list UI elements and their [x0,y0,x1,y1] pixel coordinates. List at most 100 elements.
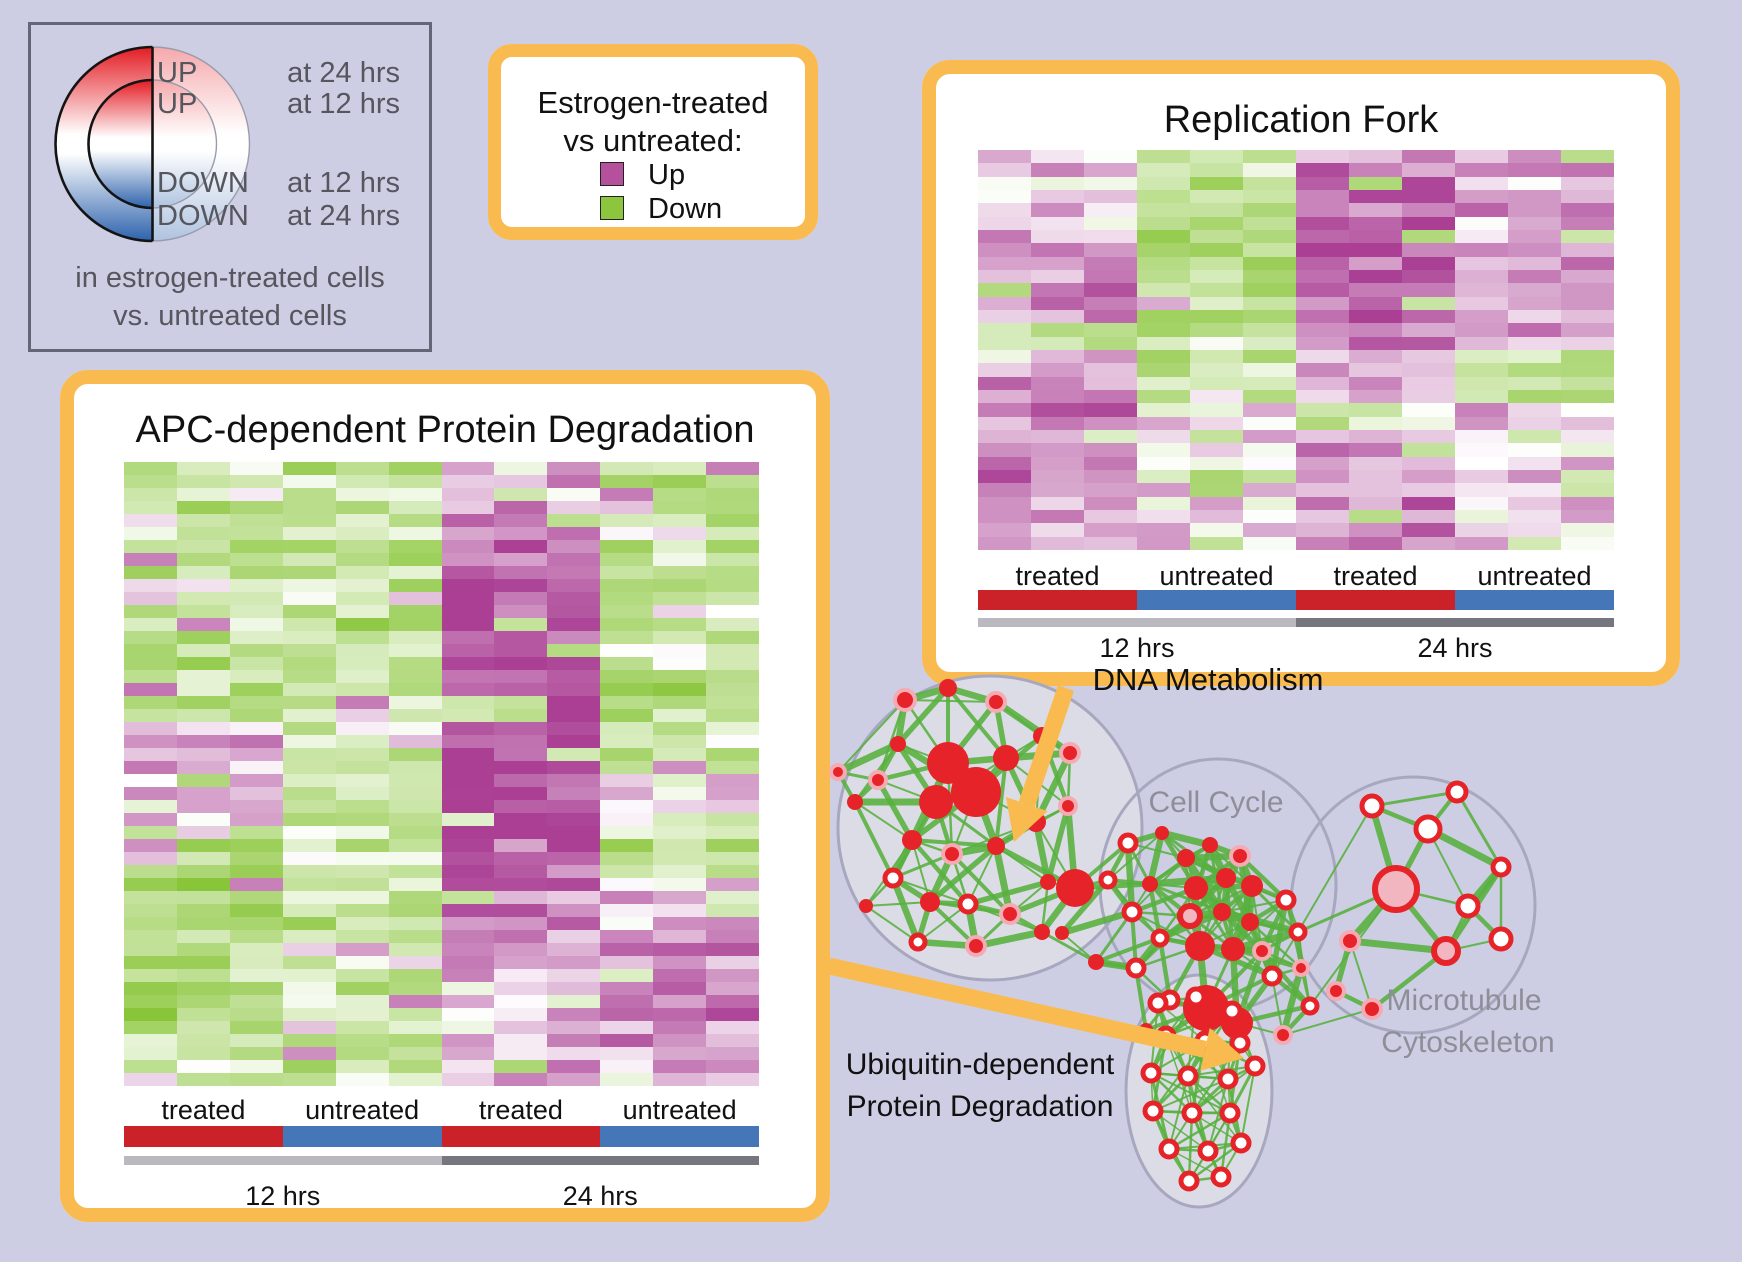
heatmap-cell [1349,216,1402,230]
heatmap-cell [1402,523,1455,537]
ring-legend-footer: vs. untreated cells [113,300,347,332]
heatmap-row [978,483,1614,497]
heatmap-cell [282,813,336,826]
heatmap-cell [547,696,601,709]
heatmap-cell [600,1047,654,1060]
heatmap-cell [1508,323,1561,337]
heatmap-cell [653,605,707,618]
heatmap-row [124,865,760,878]
heatmap-cell [653,1073,707,1086]
heatmap-cell [388,800,442,813]
heatmap-cell [600,514,654,527]
heatmap-cell [282,930,336,943]
heatmap-cell [706,969,760,982]
heatmap-cell [1243,389,1296,404]
heatmap-cell [600,462,654,475]
heatmap-cell [1243,416,1296,430]
heatmap-cell [706,501,760,514]
heatmap-cell [1243,509,1296,524]
heatmap-row [124,605,760,618]
heatmap-cell [1349,189,1402,204]
heatmap-cell [124,982,177,995]
heatmap-cell [1243,483,1296,497]
heatmap-cell [176,579,230,592]
heatmap-cell [1031,509,1084,524]
heatmap-cell [1455,203,1508,217]
heatmap-cell [1243,363,1296,377]
heatmap-cell [653,813,707,826]
heatmap-cell [388,813,442,826]
heatmap-cell [494,774,548,787]
heatmap-cell [176,774,230,787]
heatmap-cell [1084,176,1137,190]
heatmap-cell [653,800,707,813]
heatmap-cell [1455,336,1508,350]
heatmap-cell [441,1073,495,1086]
heatmap-cell [600,735,654,748]
heatmap-cell [706,995,760,1008]
heatmap-cell [441,995,495,1008]
heatmap-cell [978,403,1031,417]
updown-ring-legend: UP at 24 hrs UP at 12 hrs DOWN at 12 hrs… [28,22,432,352]
heatmap-cell [124,1008,177,1021]
heatmap-cell [1296,150,1349,164]
heatmap-row [124,1073,760,1086]
heatmap-cell [547,878,601,891]
heatmap-cell [282,631,336,644]
heatmap-cell [335,605,389,618]
heatmap-cell [388,878,442,891]
heatmap-cell [229,540,283,553]
heatmap-row [978,256,1614,270]
heatmap-cell [388,904,442,917]
heatmap-cell [176,982,230,995]
heatmap-cell [335,904,389,917]
heatmap-cell [441,1008,495,1021]
heatmap-cell [1561,496,1614,510]
heatmap-cell [1455,163,1508,177]
heatmap-cell [1031,163,1084,177]
heatmap-cell [706,1034,760,1047]
heatmap-cell [1031,469,1084,484]
heatmap-cell [335,969,389,982]
heatmap-cell [229,943,283,956]
heatmap-cell [335,1060,389,1073]
heatmap-cell [388,462,442,475]
heatmap-cell [1296,363,1349,377]
heatmap-cell [229,852,283,865]
heatmap-cell [229,917,283,930]
heatmap-row [124,891,760,904]
heatmap-cell [1402,429,1455,444]
time-label: 12 hrs [1099,633,1175,663]
heatmap-cell [388,761,442,774]
heatmap-row [124,1034,760,1047]
heatmap-cell [124,475,177,488]
heatmap-cell [229,722,283,735]
heatmap-row [124,839,760,852]
heatmap-cell [441,891,495,904]
heatmap-cell [441,839,495,852]
heatmap-row [978,536,1614,550]
time-bar [1296,618,1614,627]
heatmap-cell [494,605,548,618]
heatmap-row [124,670,760,683]
heatmap-cell [282,1047,336,1060]
heatmap-cell [494,839,548,852]
heatmap-cell [388,982,442,995]
heatmap-cell [1455,323,1508,337]
heatmap-cell [1455,523,1508,537]
heatmap-cell [441,956,495,969]
heatmap-cell [1031,389,1084,404]
heatmap-cell [1190,363,1243,377]
heatmap-cell [282,709,336,722]
heatmap-cell [1084,243,1137,257]
heatmap-cell [388,1047,442,1060]
heatmap-row [124,644,760,657]
heatmap-cell [176,566,230,579]
heatmap-cell [124,540,177,553]
heatmap-cell [176,631,230,644]
heatmap-cell [978,523,1031,537]
heatmap-cell [441,748,495,761]
heatmap-cell [282,774,336,787]
heatmap-cell [1402,336,1455,350]
heatmap-cell [1402,150,1455,164]
